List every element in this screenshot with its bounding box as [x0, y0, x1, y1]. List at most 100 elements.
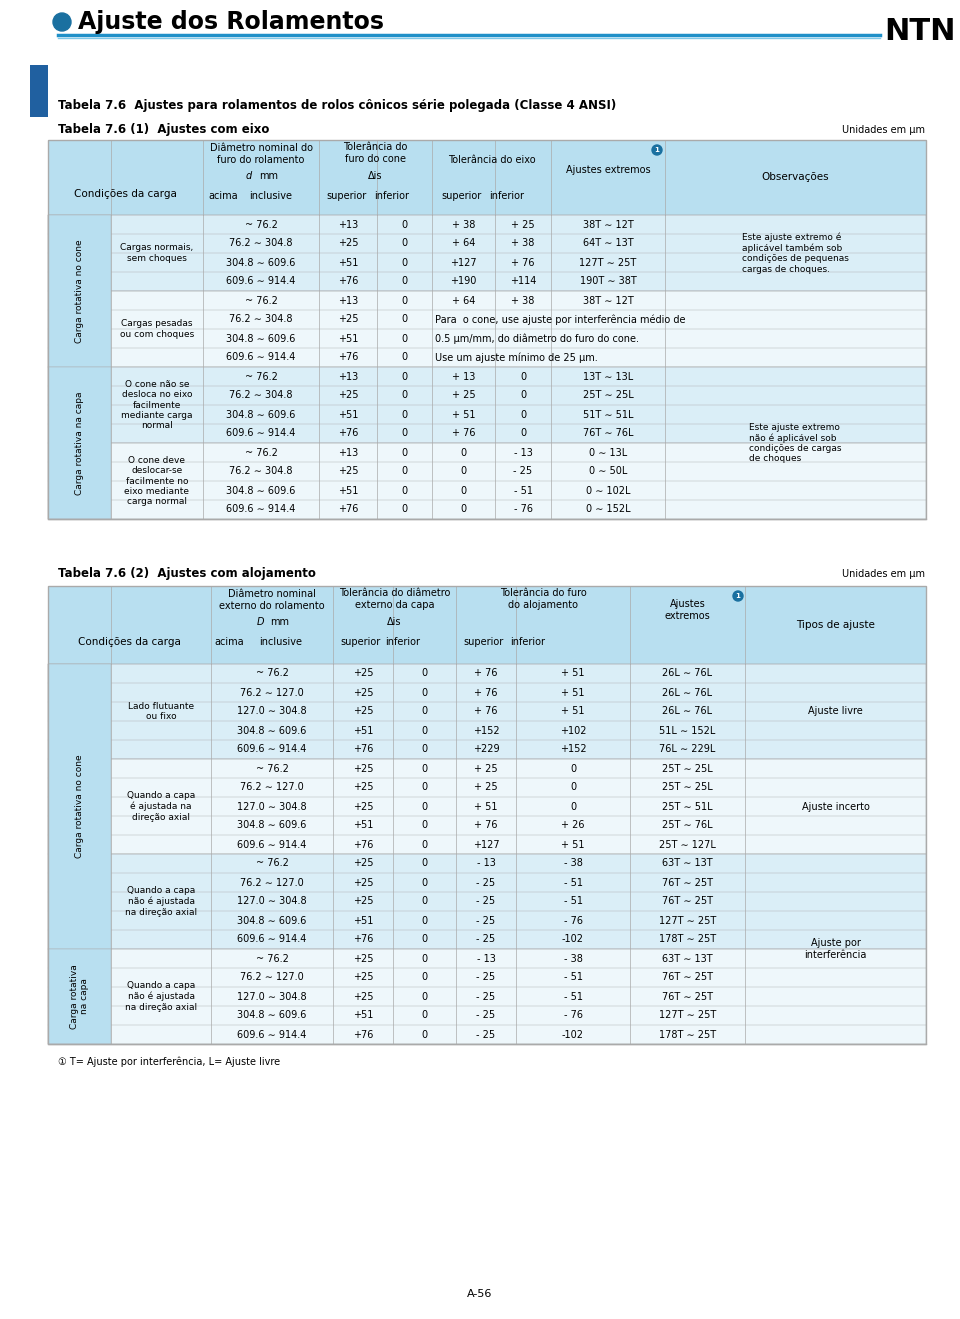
Text: 609.6 ∼ 914.4: 609.6 ∼ 914.4: [237, 744, 306, 754]
Text: 0: 0: [421, 877, 427, 888]
Text: +229: +229: [472, 744, 499, 754]
Text: 63T ∼ 13T: 63T ∼ 13T: [662, 859, 713, 868]
Text: + 76: + 76: [452, 429, 475, 438]
Text: 0: 0: [401, 429, 408, 438]
Text: +76: +76: [353, 839, 373, 849]
Text: +25: +25: [352, 972, 373, 983]
Text: inferior: inferior: [374, 191, 410, 200]
Text: 0: 0: [421, 972, 427, 983]
Text: 609.6 ∼ 914.4: 609.6 ∼ 914.4: [237, 839, 306, 849]
Text: Quando a capa
é ajustada na
direção axial: Quando a capa é ajustada na direção axia…: [127, 791, 195, 822]
Bar: [48, 586, 926, 1045]
Text: 0: 0: [401, 467, 408, 476]
Text: + 51: + 51: [562, 669, 585, 678]
Text: 0: 0: [461, 485, 467, 496]
Text: 304.8 ∼ 609.6: 304.8 ∼ 609.6: [227, 485, 296, 496]
Text: - 25: - 25: [476, 992, 495, 1001]
Text: Unidades em μm: Unidades em μm: [842, 125, 925, 135]
Text: + 13: + 13: [452, 372, 475, 381]
Text: +25: +25: [352, 897, 373, 906]
Text: ~ 76.2: ~ 76.2: [255, 669, 288, 678]
Text: - 25: - 25: [476, 897, 495, 906]
Text: inferior: inferior: [490, 191, 524, 200]
Text: 0: 0: [421, 669, 427, 678]
Text: 76.2 ∼ 304.8: 76.2 ∼ 304.8: [229, 239, 293, 248]
Text: - 51: - 51: [564, 972, 583, 983]
Text: Tabela 7.6 (2)  Ajustes com alojamento: Tabela 7.6 (2) Ajustes com alojamento: [58, 567, 316, 580]
Text: 0: 0: [461, 504, 467, 514]
Text: 0: 0: [401, 334, 408, 343]
Text: Para  o cone, use ajuste por interferência médio de: Para o cone, use ajuste por interferênci…: [435, 314, 685, 324]
Text: 127.0 ∼ 304.8: 127.0 ∼ 304.8: [237, 992, 307, 1001]
Bar: [48, 367, 926, 443]
Text: 0: 0: [421, 707, 427, 716]
Text: 609.6 ∼ 914.4: 609.6 ∼ 914.4: [227, 504, 296, 514]
Text: Este ajuste extremo
não é aplicável sob
condições de cargas
de choques: Este ajuste extremo não é aplicável sob …: [749, 422, 842, 463]
Bar: [48, 215, 111, 367]
Text: 25T ∼ 25L: 25T ∼ 25L: [662, 782, 713, 793]
Text: +25: +25: [352, 669, 373, 678]
Text: Unidades em μm: Unidades em μm: [842, 568, 925, 579]
Text: +51: +51: [338, 409, 358, 419]
Text: +13: +13: [338, 447, 358, 458]
Text: Quando a capa
não é ajustada
na direção axial: Quando a capa não é ajustada na direção …: [125, 886, 197, 917]
Bar: [48, 758, 926, 853]
Text: superior: superior: [326, 191, 367, 200]
Text: 25T ∼ 127L: 25T ∼ 127L: [660, 839, 716, 849]
Text: -102: -102: [562, 934, 584, 944]
Text: 0: 0: [520, 409, 526, 419]
Text: 76T ∼ 25T: 76T ∼ 25T: [662, 897, 713, 906]
Text: 0: 0: [461, 467, 467, 476]
Bar: [48, 948, 111, 1045]
Text: 0: 0: [421, 802, 427, 811]
Text: O cone deve
deslocar-se
facilmente no
eixo mediante
carga normal: O cone deve deslocar-se facilmente no ei…: [125, 455, 189, 506]
Text: 0: 0: [401, 295, 408, 306]
Text: - 76: - 76: [564, 1010, 583, 1021]
Text: Observações: Observações: [761, 173, 829, 182]
Text: +25: +25: [338, 239, 358, 248]
Circle shape: [652, 145, 662, 156]
Text: - 13: - 13: [514, 447, 533, 458]
Text: 0: 0: [421, 687, 427, 698]
Text: +102: +102: [560, 725, 587, 736]
Text: 0: 0: [421, 954, 427, 963]
Text: 25T ∼ 25L: 25T ∼ 25L: [583, 390, 634, 401]
Text: 178T ∼ 25T: 178T ∼ 25T: [659, 1030, 716, 1039]
Text: superior: superior: [341, 637, 381, 648]
Text: 76.2 ∼ 127.0: 76.2 ∼ 127.0: [240, 687, 304, 698]
Text: +127: +127: [450, 257, 477, 268]
Text: -102: -102: [562, 1030, 584, 1039]
Text: +51: +51: [353, 820, 373, 831]
Bar: [48, 443, 926, 518]
Text: ~ 76.2: ~ 76.2: [245, 372, 277, 381]
Text: 0: 0: [401, 409, 408, 419]
Text: 76T ∼ 25T: 76T ∼ 25T: [662, 877, 713, 888]
Text: 0: 0: [520, 372, 526, 381]
Text: +127: +127: [472, 839, 499, 849]
Text: ~ 76.2: ~ 76.2: [255, 764, 288, 773]
Text: mm: mm: [271, 617, 290, 627]
Text: 76.2 ∼ 304.8: 76.2 ∼ 304.8: [229, 390, 293, 401]
Text: - 25: - 25: [476, 934, 495, 944]
Text: + 76: + 76: [474, 820, 497, 831]
Text: 76T ∼ 76L: 76T ∼ 76L: [583, 429, 634, 438]
Text: inferior: inferior: [386, 637, 420, 648]
Text: + 25: + 25: [474, 782, 498, 793]
Text: 0: 0: [401, 257, 408, 268]
Text: 609.6 ∼ 914.4: 609.6 ∼ 914.4: [237, 934, 306, 944]
Text: +152: +152: [472, 725, 499, 736]
Text: + 38: + 38: [512, 239, 535, 248]
Text: 0: 0: [421, 725, 427, 736]
Text: +51: +51: [338, 485, 358, 496]
Bar: [48, 948, 926, 1045]
Text: Cargas pesadas
ou com choques: Cargas pesadas ou com choques: [120, 319, 194, 339]
Bar: [48, 215, 926, 291]
Text: 304.8 ∼ 609.6: 304.8 ∼ 609.6: [227, 257, 296, 268]
Text: 76.2 ∼ 304.8: 76.2 ∼ 304.8: [229, 467, 293, 476]
Text: 0: 0: [421, 744, 427, 754]
Text: + 38: + 38: [512, 295, 535, 306]
Text: 127.0 ∼ 304.8: 127.0 ∼ 304.8: [237, 802, 307, 811]
Text: O cone não se
desloca no eixo
facilmente
mediante carga
normal: O cone não se desloca no eixo facilmente…: [121, 380, 193, 430]
Text: 63T ∼ 13T: 63T ∼ 13T: [662, 954, 713, 963]
Text: 25T ∼ 51L: 25T ∼ 51L: [662, 802, 713, 811]
